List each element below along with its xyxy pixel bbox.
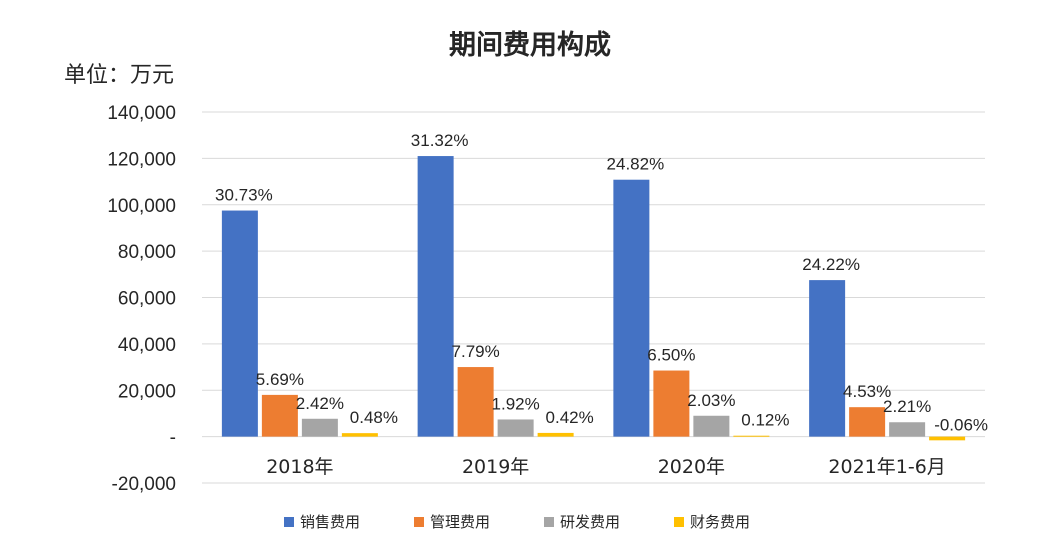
data-label: 24.22% (802, 255, 860, 274)
data-label: 0.12% (741, 411, 789, 430)
y-tick-label: 60,000 (118, 289, 176, 310)
bar-series-2-cat-2 (693, 415, 730, 437)
x-tick-label: 2020年 (658, 456, 725, 478)
legend: 销售费用 管理费用 研发费用 财务费用 (284, 513, 750, 531)
bar-series-2-cat-0 (301, 418, 338, 437)
bar-series-3-cat-3 (929, 436, 966, 441)
data-label: 5.69% (256, 370, 304, 389)
x-axis-ticks: 2018年 2019年 2020年 2021年1-6月 (266, 456, 946, 478)
unit-label: 单位：万元 (64, 63, 174, 88)
legend-label: 销售费用 (300, 513, 360, 531)
bar-series-0-cat-1 (417, 156, 454, 437)
data-label: 24.82% (607, 155, 665, 174)
bar-series-2-cat-3 (889, 422, 926, 437)
y-axis-ticks: 140,000 120,000 100,000 80,000 60,000 40,000 2… (107, 103, 176, 495)
y-tick-label: 120,000 (107, 149, 176, 170)
data-label: 2.03% (687, 391, 735, 410)
bar-series-1-cat-3 (849, 407, 886, 437)
bar-series-3-cat-2 (733, 435, 770, 437)
data-label: 1.92% (492, 394, 540, 413)
bar-series-2-cat-1 (497, 419, 534, 437)
y-tick-label: 20,000 (118, 381, 176, 402)
data-label: 31.32% (411, 131, 469, 150)
bar-series-1-cat-2 (653, 370, 690, 437)
bar-series-3-cat-0 (341, 433, 378, 437)
data-label: -0.06% (934, 416, 988, 435)
y-tick-label: 80,000 (118, 242, 176, 263)
data-label: 2.42% (296, 394, 344, 413)
chart-title: 期间费用构成 (449, 30, 611, 61)
x-tick-label: 2018年 (266, 456, 333, 478)
data-label: 6.50% (647, 346, 695, 365)
data-label: 0.42% (546, 408, 594, 427)
legend-label: 研发费用 (560, 513, 620, 531)
bar-series-1-cat-1 (457, 367, 494, 437)
bar-series-1-cat-0 (261, 394, 298, 437)
bar-series-0-cat-0 (221, 210, 258, 437)
data-label: 2.21% (883, 397, 931, 416)
data-label: 7.79% (452, 342, 500, 361)
x-tick-label: 2021年1-6月 (828, 456, 945, 478)
bar-series-3-cat-1 (537, 432, 574, 437)
bars (221, 156, 966, 441)
data-labels: 30.73% 5.69% 2.42% 0.48% 31.32% 7.79% 1.92% 0.4… (215, 131, 988, 435)
data-label: 0.48% (350, 408, 398, 427)
y-tick-label: - (170, 428, 176, 449)
legend-swatch (544, 517, 554, 527)
legend-label: 财务费用 (690, 513, 750, 531)
legend-label: 管理费用 (430, 513, 490, 531)
legend-swatch (414, 517, 424, 527)
y-tick-label: -20,000 (112, 474, 176, 495)
bar-series-0-cat-3 (809, 280, 846, 437)
y-tick-label: 40,000 (118, 335, 176, 356)
y-tick-label: 100,000 (107, 196, 176, 217)
legend-swatch (284, 517, 294, 527)
bar-series-0-cat-2 (613, 179, 650, 437)
data-label: 30.73% (215, 186, 273, 205)
x-tick-label: 2019年 (462, 456, 529, 478)
legend-swatch (674, 517, 684, 527)
data-label: 4.53% (843, 382, 891, 401)
y-tick-label: 140,000 (107, 103, 176, 124)
gridlines (202, 111, 985, 484)
